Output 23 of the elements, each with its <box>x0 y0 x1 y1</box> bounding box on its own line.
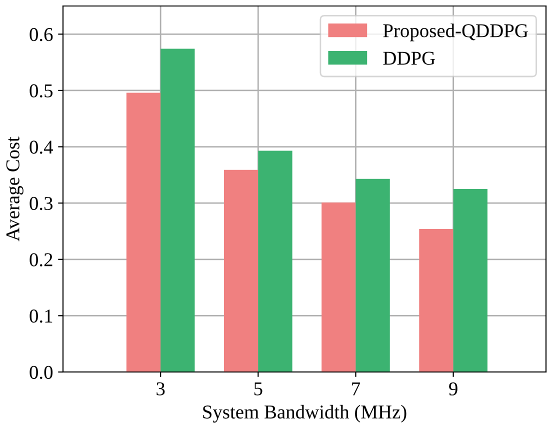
y-axis-title: Average Cost <box>6 136 24 242</box>
x-tick-label: 5 <box>254 382 262 396</box>
legend-label: DDPG <box>383 52 435 65</box>
bar <box>258 150 292 372</box>
x-tick-label: 3 <box>156 382 165 396</box>
x-axis-title: System Bandwidth (MHz) <box>203 404 406 423</box>
bar <box>322 202 356 372</box>
y-tick-label: 0.1 <box>30 310 52 323</box>
bar <box>356 178 390 372</box>
bar <box>160 48 195 372</box>
x-tick-label: 9 <box>449 382 458 396</box>
bar <box>419 228 454 372</box>
bar <box>224 170 258 372</box>
bar <box>126 92 161 372</box>
y-tick-label: 0.4 <box>30 140 53 154</box>
y-tick-label: 0.5 <box>30 84 53 98</box>
y-tick-label: 0.0 <box>30 366 53 380</box>
legend-label: Proposed-QDDPG <box>383 24 528 42</box>
y-tick-label: 0.6 <box>30 28 53 42</box>
x-tick-label: 7 <box>352 382 360 396</box>
y-tick-label: 0.3 <box>30 196 53 210</box>
y-tick-label: 0.2 <box>30 253 52 266</box>
bar <box>453 189 488 372</box>
